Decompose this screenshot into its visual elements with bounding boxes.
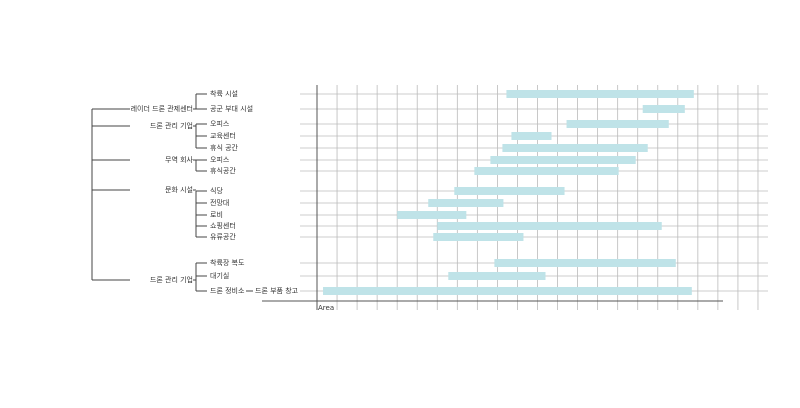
item-sublabel: 드론 부품 창고 [255, 287, 299, 295]
group-label: 레이더 드론 관제센터 [131, 104, 193, 113]
bar [474, 167, 619, 175]
item-label: 오피스 [210, 119, 230, 128]
bar [437, 222, 662, 230]
item-label: 쇼핑센터 [210, 221, 236, 230]
item-label: 착륙 시설 [210, 90, 238, 98]
bar [433, 233, 524, 241]
group-label: 무역 회사 [165, 155, 194, 164]
bar [323, 287, 692, 295]
item-label: 식당 [210, 186, 223, 195]
item-label: 유류공간 [210, 232, 236, 241]
bar [494, 259, 676, 267]
bar [511, 132, 552, 140]
bar [566, 120, 669, 128]
item-label: 교육센터 [210, 131, 236, 140]
item-label: 공군 부대 시설 [210, 105, 253, 113]
bar [454, 187, 565, 195]
bar [490, 156, 636, 164]
bar [502, 144, 648, 152]
bar [448, 272, 546, 280]
group-label: 드론 관리 기업 [150, 275, 193, 284]
group-label: 드론 관리 기업 [150, 121, 193, 130]
item-label: 오피스 [210, 155, 230, 164]
axis-label: Area [318, 304, 334, 312]
item-label: 전망대 [210, 198, 229, 207]
bar [642, 105, 685, 113]
item-label: 휴식 공간 [210, 143, 239, 152]
item-label: 대기실 [210, 271, 229, 280]
item-label: 드론 정비소 [210, 286, 245, 295]
bar [428, 199, 504, 207]
item-label: 착륙장 복도 [210, 258, 245, 267]
bar [397, 211, 467, 219]
group-label: 문화 시설 [165, 186, 193, 194]
bar [506, 90, 694, 98]
item-label: 로비 [210, 210, 223, 219]
item-label: 휴식공간 [210, 166, 236, 175]
